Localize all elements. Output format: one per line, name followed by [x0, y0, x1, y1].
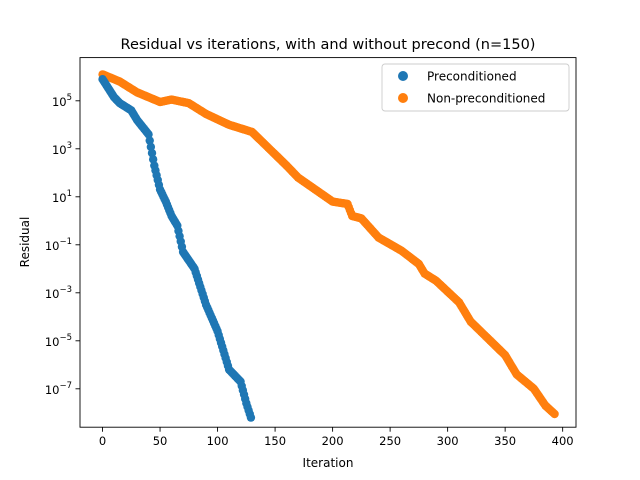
legend: Preconditioned Non-preconditioned: [381, 63, 570, 112]
legend-marker-preconditioned: [398, 71, 408, 81]
data-point-preconditioned: [246, 413, 256, 422]
data-point-preconditioned: [148, 155, 158, 164]
legend-marker-non-preconditioned: [398, 93, 408, 103]
y-tick-label: 105: [52, 93, 72, 109]
y-axis-label: Residual: [18, 217, 32, 268]
x-tick-label: 400: [552, 434, 574, 448]
y-tick-label: 10−5: [45, 333, 72, 349]
y-tick-label: 10−3: [45, 285, 72, 301]
data-point-preconditioned: [144, 130, 153, 139]
y-tick-label: 10−7: [45, 381, 72, 397]
data-point-preconditioned: [146, 142, 156, 152]
axes-frame: [79, 57, 577, 428]
x-tick-label: 200: [322, 434, 344, 448]
x-tick-label: 250: [379, 434, 401, 448]
x-tick-label: 300: [437, 434, 459, 448]
x-tick-label: 350: [494, 434, 516, 448]
y-tick-label: 10−1: [45, 237, 72, 253]
data-point-preconditioned: [145, 136, 154, 145]
y-axis: 10−7 10−5 10−3 10−1 101 103 105: [45, 93, 80, 397]
data-point-preconditioned: [147, 148, 157, 158]
legend-label-preconditioned: Preconditioned: [427, 70, 517, 84]
x-tick-label: 150: [264, 434, 286, 448]
y-tick-label: 103: [52, 141, 72, 157]
data-point-non-preconditioned: [550, 409, 559, 419]
legend-label-non-preconditioned: Non-preconditioned: [427, 92, 545, 106]
plot-area: [98, 70, 559, 422]
chart-title: Residual vs iterations, with and without…: [121, 37, 536, 53]
x-tick-label: 0: [99, 434, 106, 448]
x-axis: 0 50 100 150 200 250 300 350 400: [99, 427, 574, 448]
y-tick-label: 101: [52, 189, 72, 205]
x-tick-label: 100: [207, 434, 229, 448]
legend-box: [381, 63, 570, 112]
x-axis-label: Iteration: [303, 456, 354, 470]
x-tick-label: 50: [153, 434, 168, 448]
